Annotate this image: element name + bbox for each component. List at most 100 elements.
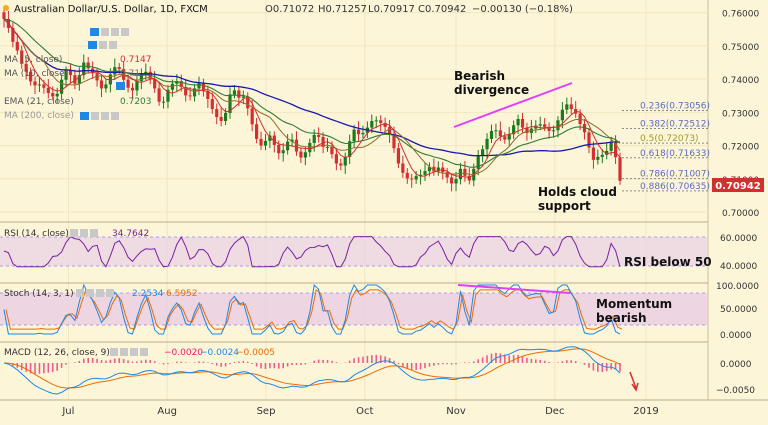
candle-body (135, 81, 139, 91)
fib-level-label: 0.886(0.70635) (640, 182, 710, 192)
candle-body (370, 120, 374, 128)
legend-ma5[interactable]: MA (5, close) 0.7147 (4, 55, 152, 65)
annotation-holds-cloud-support: Holds cloud support (538, 185, 617, 213)
svg-text:0.71: 0.71 (120, 69, 140, 79)
symbol-title: Australian Dollar/U.S. Dollar, 1D, FXCM (14, 4, 208, 15)
candle-body (445, 172, 449, 178)
candle-body (538, 124, 542, 126)
svg-text:−0.0005: −0.0005 (236, 348, 275, 358)
ohlc-open: O0.71072 (265, 4, 314, 15)
candle-body (414, 176, 418, 180)
annotation-rsi-below-50: RSI below 50 (624, 255, 712, 269)
candle-body (476, 155, 480, 169)
candle-body (609, 141, 613, 151)
candle-body (179, 81, 183, 88)
candle-body (569, 104, 573, 110)
candle-body (99, 80, 104, 89)
price-axis-label: 0.76000 (722, 10, 759, 20)
price-axis-label: 0.70000 (722, 209, 759, 219)
candle-body (582, 123, 587, 133)
candle-body (587, 132, 591, 148)
svg-text:0.7147: 0.7147 (120, 55, 152, 65)
more-icon (121, 28, 129, 36)
ohlc-low: L0.70917 (368, 4, 415, 15)
candle-body (126, 79, 130, 88)
candle-body (467, 175, 471, 181)
annotation-momentum-bearish: Momentum bearish (596, 297, 672, 325)
candle-body (255, 124, 259, 139)
more-icon (140, 348, 148, 356)
candle-body (95, 73, 99, 81)
candle-body (46, 87, 50, 94)
stoch-axis-100: 100.0000 (716, 282, 759, 292)
ohlc-change: −0.00130 (−0.18%) (472, 4, 573, 15)
legend-ema21[interactable]: EMA (21, close) 0.7203 (4, 97, 152, 107)
candle-body (613, 141, 618, 158)
time-axis-label: Aug (157, 406, 177, 417)
candle-body (232, 90, 237, 95)
candle-body (379, 120, 383, 123)
candle-body (241, 96, 245, 98)
svg-text:−0.0020: −0.0020 (164, 348, 203, 358)
fib-labels: 0.236(0.73056) 0.382(0.72512) 0.5(0.72073)… (640, 101, 710, 191)
candle-body (463, 168, 467, 176)
candle-body (201, 82, 206, 92)
candle-body (525, 127, 529, 133)
macd-down-arrow (629, 371, 639, 392)
candle-body (489, 130, 494, 139)
svg-text:34.7642: 34.7642 (112, 229, 149, 239)
fib-level-label: 0.382(0.72512) (640, 120, 710, 130)
candle-body (516, 118, 520, 126)
svg-text:6.5952: 6.5952 (166, 289, 198, 299)
candle-body (51, 93, 55, 97)
settings-icon (120, 348, 128, 356)
ma10-line (3, 18, 621, 176)
candle-body (356, 129, 361, 135)
candle-body (86, 62, 90, 69)
candle-body (618, 157, 622, 181)
candle-body (299, 151, 303, 158)
candle-body (170, 83, 175, 90)
svg-text:−0.0024: −0.0024 (200, 348, 239, 358)
annotation-bearish-divergence: Bearish divergence (454, 69, 529, 97)
candle-body (330, 146, 334, 155)
candle-body (259, 138, 263, 146)
svg-text:EMA (21, close): EMA (21, close) (4, 97, 74, 107)
eye-icon (90, 28, 99, 36)
candle-body (387, 126, 392, 135)
candle-body (449, 177, 454, 184)
macd-line (3, 346, 621, 395)
candle-body (263, 140, 268, 146)
macd-signal-line (3, 348, 621, 389)
settings-icon (80, 229, 88, 237)
candle-body (392, 134, 396, 149)
candle-body (512, 125, 516, 135)
candle-body (223, 113, 228, 121)
close-icon (90, 229, 98, 237)
candle-body (600, 154, 604, 157)
time-axis-label: Nov (446, 406, 466, 417)
candle-body (454, 179, 458, 184)
candle-body (551, 130, 556, 132)
candle-body (290, 139, 294, 142)
last-price-tag: 0.70942 (712, 178, 764, 192)
time-axis-label: 2019 (633, 406, 658, 417)
legend-settings-icons[interactable] (80, 28, 129, 120)
legend-ma200[interactable]: MA (200, close) (4, 111, 74, 121)
candle-body (166, 89, 170, 102)
ema21-line (3, 18, 621, 168)
candle-body (396, 148, 401, 164)
ma200-line (3, 18, 621, 157)
svg-text:MA (200, close): MA (200, close) (4, 111, 74, 121)
fib-level-label: 0.618(0.71633) (640, 149, 710, 159)
candle-body (436, 167, 440, 172)
macd-header: MACD (12, 26, close, 9) −0.0020 −0.0024 … (4, 348, 275, 358)
last-price-text: 0.70942 (715, 181, 761, 192)
eye-icon (88, 41, 97, 49)
legend-ma10[interactable]: MA (10, close) 0.71 (4, 69, 140, 79)
candle-body (82, 62, 86, 76)
settings-icon (86, 289, 94, 297)
candle-body (219, 116, 223, 121)
candle-body (11, 27, 15, 42)
